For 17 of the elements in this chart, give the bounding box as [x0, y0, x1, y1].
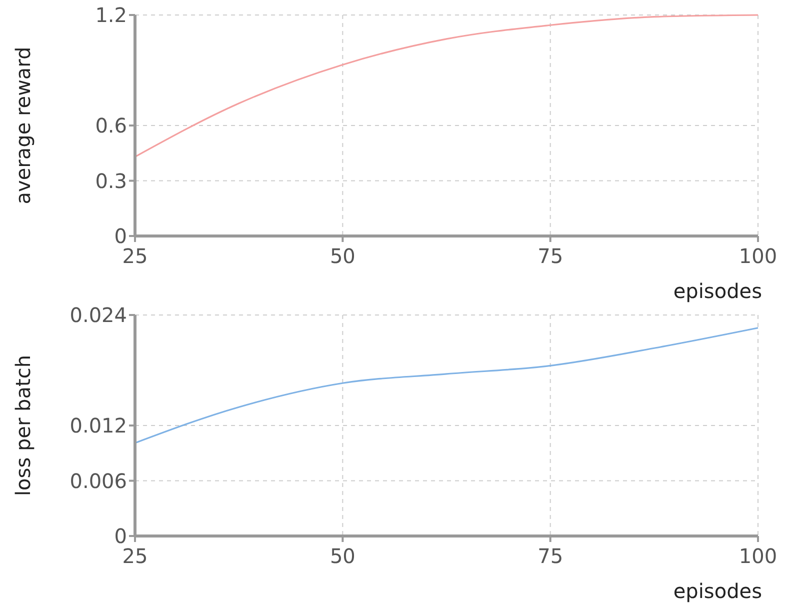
y-axis-title: loss per batch — [11, 354, 35, 496]
y-tick-label: 0.006 — [70, 468, 127, 493]
y-tick-label: 1.2 — [95, 3, 127, 27]
y-axis-title: average reward — [11, 46, 35, 204]
x-tick-label: 75 — [538, 544, 564, 568]
x-axis-title: episodes — [673, 579, 762, 603]
line-series — [134, 327, 759, 444]
x-tick-label: 75 — [538, 244, 564, 268]
x-axis-title: episodes — [673, 279, 762, 303]
x-tick-label: 50 — [330, 544, 356, 568]
x-tick-label: 100 — [738, 244, 778, 268]
y-tick-label: 0.024 — [70, 303, 127, 327]
x-tick-label: 50 — [330, 244, 356, 268]
y-tick-label: 0.3 — [95, 168, 127, 193]
y-tick-label: 0.012 — [70, 414, 127, 438]
x-tick-label: 100 — [738, 544, 778, 568]
y-tick-label: 0.6 — [95, 114, 127, 138]
